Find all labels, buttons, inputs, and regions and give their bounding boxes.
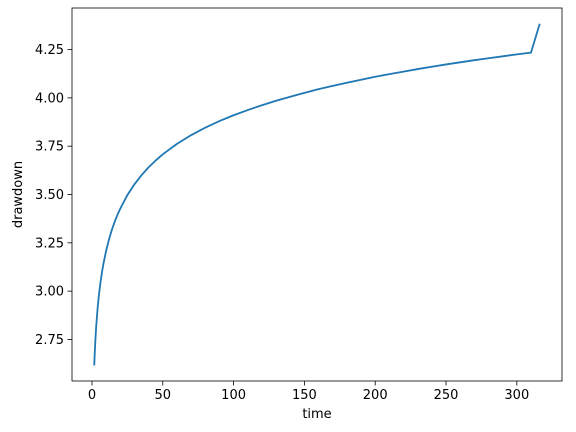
y-tick-label: 3.25 <box>35 236 64 251</box>
series-line-0 <box>93 23 541 366</box>
x-tick-label: 0 <box>88 388 96 403</box>
y-axis-label: drawdown <box>11 161 26 228</box>
y-tick-label: 2.75 <box>35 333 64 348</box>
x-tick-label: 250 <box>434 388 459 403</box>
y-tick-label: 4.25 <box>35 43 64 58</box>
x-tick-label: 150 <box>292 388 317 403</box>
x-axis-label: time <box>302 407 331 422</box>
axes-frame <box>71 7 563 382</box>
x-tick-label: 50 <box>155 388 172 403</box>
plot-area <box>93 23 541 366</box>
y-axis-ticks: 2.75 3.00 3.25 3.50 3.75 4.00 4.25 <box>35 43 72 348</box>
x-tick-label: 200 <box>363 388 388 403</box>
y-tick-label: 4.00 <box>35 91 64 106</box>
y-tick-label: 3.75 <box>35 140 64 155</box>
y-tick-label: 3.00 <box>35 285 64 300</box>
x-tick-label: 100 <box>221 388 246 403</box>
x-tick-label: 300 <box>504 388 529 403</box>
x-axis-ticks: 0 50 100 150 200 250 300 <box>88 381 529 403</box>
y-tick-label: 3.50 <box>35 188 64 203</box>
